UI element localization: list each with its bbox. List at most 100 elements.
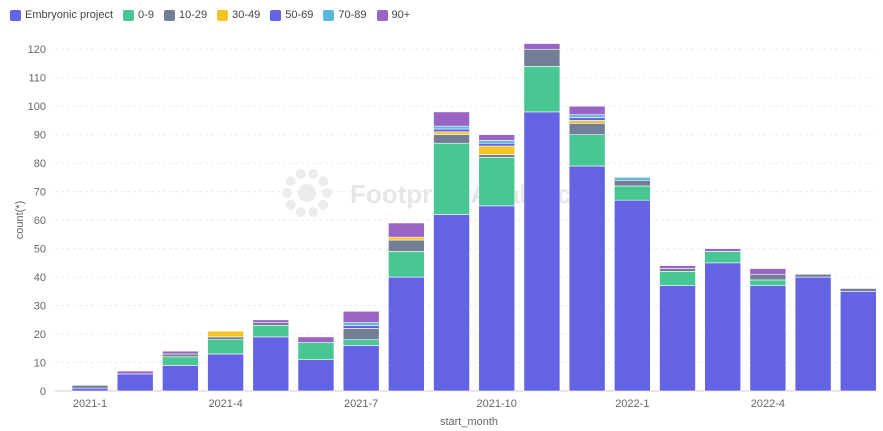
bar-segment[interactable] <box>207 336 244 341</box>
bar-segment[interactable] <box>342 325 380 329</box>
bar-segment[interactable] <box>478 154 516 158</box>
bar-segment[interactable] <box>478 145 516 155</box>
bar-segment[interactable] <box>433 131 470 135</box>
legend-item[interactable]: 30-49 <box>217 9 260 21</box>
bar-segment[interactable] <box>478 140 516 144</box>
bar-segment[interactable] <box>614 199 651 392</box>
x-tick-label: 2021-10 <box>477 398 517 410</box>
bar-segment[interactable] <box>116 373 154 392</box>
legend-item[interactable]: 50-69 <box>270 9 313 21</box>
bar-segment[interactable] <box>297 342 335 360</box>
bar-segment[interactable] <box>839 291 877 392</box>
legend: Embryonic project 0-9 10-29 30-49 50-69 70-89… <box>10 9 410 21</box>
bar-segment[interactable] <box>342 328 380 341</box>
bar-segment[interactable] <box>252 319 290 323</box>
bar-segment[interactable] <box>523 111 561 392</box>
legend-item[interactable]: 70-89 <box>323 9 367 21</box>
bar-segment[interactable] <box>568 117 606 121</box>
bar-segment[interactable] <box>388 239 425 252</box>
legend-swatch <box>10 9 21 21</box>
bar-segment[interactable] <box>478 205 516 392</box>
bar-segment[interactable] <box>568 114 606 118</box>
legend-item[interactable]: Embryonic project <box>10 9 113 21</box>
watermark-logo-dot <box>295 168 306 179</box>
bar-segment[interactable] <box>749 268 787 275</box>
legend-swatch <box>323 9 335 21</box>
bar-segment[interactable] <box>252 336 290 392</box>
bar-segment[interactable] <box>162 356 199 366</box>
bar-segment[interactable] <box>659 265 696 269</box>
watermark-logo-dot <box>282 188 292 198</box>
bar-segment[interactable] <box>297 336 335 343</box>
legend-item[interactable]: 0-9 <box>123 9 154 21</box>
bar-segment[interactable] <box>704 262 742 392</box>
y-axis-title: count(*) <box>14 201 26 240</box>
bar-segment[interactable] <box>71 387 109 392</box>
bar-segment[interactable] <box>252 322 290 326</box>
bar-segment[interactable] <box>749 285 787 392</box>
bar-segment[interactable] <box>207 330 244 338</box>
legend-item[interactable]: 90+ <box>376 9 410 21</box>
bar-segment[interactable] <box>433 111 470 127</box>
bar-segment[interactable] <box>749 273 787 281</box>
y-tick-label: 30 <box>34 301 46 313</box>
bar-segment[interactable] <box>659 271 696 286</box>
y-tick-label: 80 <box>34 158 46 170</box>
bar-segment[interactable] <box>614 177 651 181</box>
bar-segment[interactable] <box>162 353 199 358</box>
bar-segment[interactable] <box>297 359 335 392</box>
bar-segment[interactable] <box>704 248 742 252</box>
bar-segment[interactable] <box>478 134 516 141</box>
bar-segment[interactable] <box>433 142 470 215</box>
bar-segment[interactable] <box>568 165 606 392</box>
bar-segment[interactable] <box>749 279 787 286</box>
bar-segment[interactable] <box>568 134 606 167</box>
bar-segment[interactable] <box>794 273 832 278</box>
bar-segment[interactable] <box>162 365 199 392</box>
legend-swatch <box>376 9 388 21</box>
bar-segment[interactable] <box>388 222 425 238</box>
legend-label: 70-89 <box>338 9 367 21</box>
bar-segment[interactable] <box>614 179 651 187</box>
legend-item[interactable]: 10-29 <box>163 9 207 21</box>
x-tick-label: 2022-1 <box>615 398 649 410</box>
bar-segment[interactable] <box>433 214 470 392</box>
bar-segment[interactable] <box>704 251 742 264</box>
bar-segment[interactable] <box>342 345 380 392</box>
bar-segment[interactable] <box>523 66 561 113</box>
bar-segment[interactable] <box>478 142 516 147</box>
watermark-logo-dot <box>308 207 319 218</box>
bar-segment[interactable] <box>523 48 561 67</box>
bar-segment[interactable] <box>794 276 832 392</box>
bar-segment[interactable] <box>388 251 425 278</box>
x-tick-label: 2021-7 <box>344 398 378 410</box>
y-tick-label: 10 <box>34 358 46 370</box>
bar-segment[interactable] <box>342 322 380 326</box>
bar-segment[interactable] <box>433 128 470 133</box>
bar-segment[interactable] <box>162 350 199 355</box>
bar-segment[interactable] <box>659 285 696 392</box>
bar-segment[interactable] <box>614 185 651 201</box>
bar-segment[interactable] <box>252 325 290 338</box>
bar-segment[interactable] <box>207 353 244 392</box>
bar-segment[interactable] <box>388 236 425 241</box>
y-tick-label: 60 <box>34 215 46 227</box>
watermark-logo-dot <box>295 207 306 218</box>
bar-segment[interactable] <box>568 105 606 116</box>
bar-segment[interactable] <box>207 339 244 355</box>
bar-segment[interactable] <box>433 134 470 144</box>
bar-segment[interactable] <box>116 370 154 375</box>
y-tick-label: 70 <box>34 187 46 199</box>
bar-segment[interactable] <box>478 157 516 207</box>
bar-segment[interactable] <box>568 120 606 124</box>
bar-segment[interactable] <box>388 276 425 392</box>
bar-segment[interactable] <box>71 385 109 389</box>
bar-segment[interactable] <box>342 339 380 346</box>
bar-segment[interactable] <box>659 268 696 272</box>
bar-segment[interactable] <box>433 125 470 130</box>
bar-segment[interactable] <box>342 310 380 323</box>
bar-segment[interactable] <box>523 43 561 50</box>
watermark-logo-dot <box>285 199 296 210</box>
bar-segment[interactable] <box>568 122 606 135</box>
bar-segment[interactable] <box>839 288 877 292</box>
